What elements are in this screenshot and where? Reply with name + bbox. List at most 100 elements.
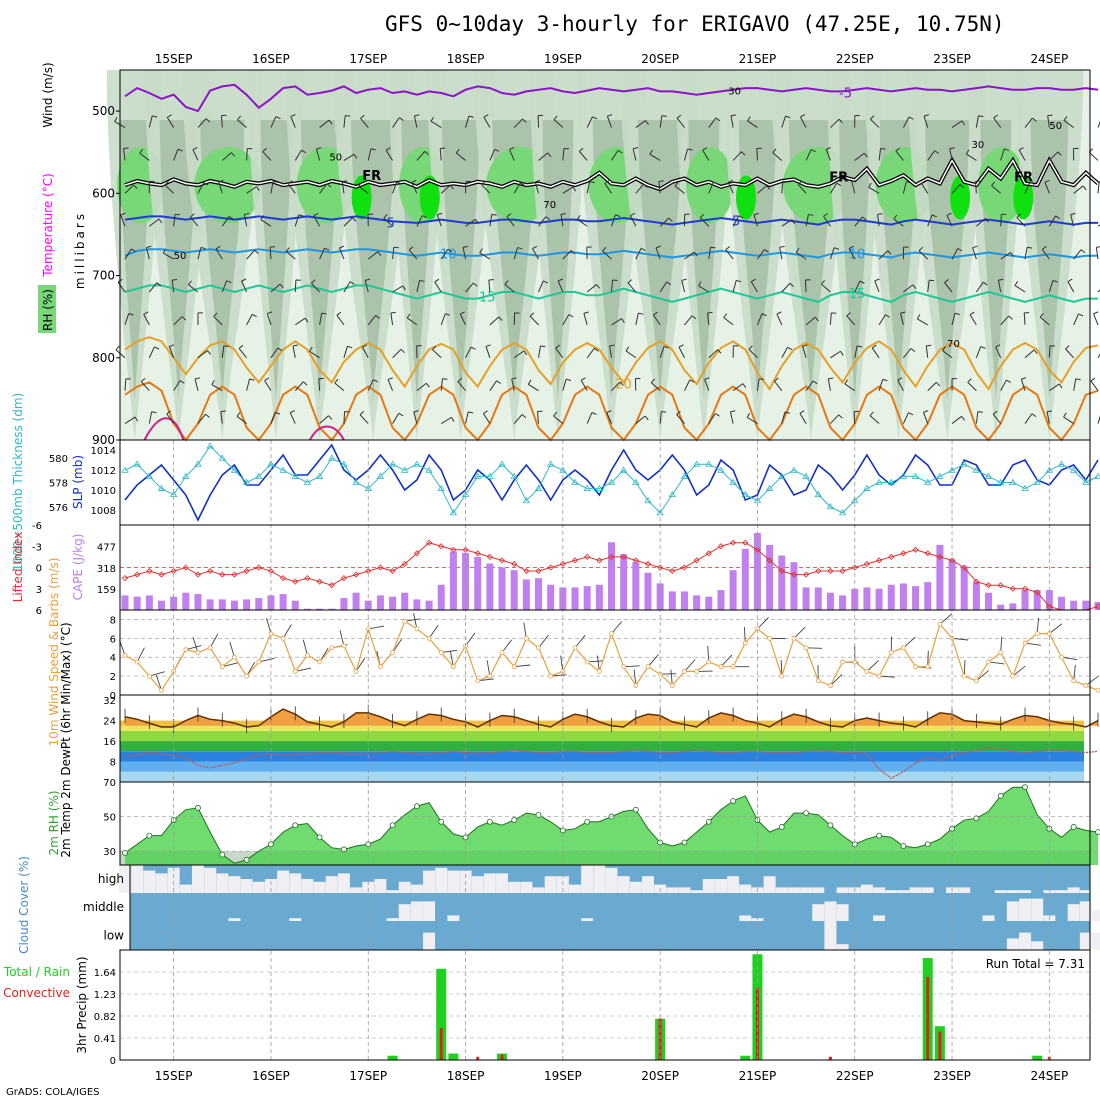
wind-barb xyxy=(465,282,474,293)
ylabel-temperature: Temperature (°C) xyxy=(41,173,55,278)
cape-bar xyxy=(364,600,372,610)
wind-barb-10m xyxy=(1000,636,1003,653)
wind-barb-flag xyxy=(236,412,241,417)
li-point xyxy=(280,575,287,582)
wind-barb xyxy=(580,380,588,391)
wind-barb xyxy=(799,413,807,424)
ylabel-rh: RH (%) xyxy=(41,289,55,331)
isotherm-label: 15 xyxy=(849,287,866,302)
wind-barb-flag xyxy=(223,345,229,347)
wind-barb xyxy=(343,281,351,293)
wind-barb xyxy=(440,313,446,326)
date-tick-bottom: 18SEP xyxy=(447,1069,485,1083)
wind-barb xyxy=(966,153,977,161)
wind-barb-flag xyxy=(275,116,281,120)
li-point xyxy=(669,567,676,575)
thickness-point xyxy=(425,466,433,473)
rh2m-point xyxy=(122,849,128,856)
thickness-point xyxy=(741,490,749,498)
wind-barb xyxy=(992,413,1002,424)
wind-barb xyxy=(264,380,272,391)
wind-barb-flag xyxy=(156,282,162,287)
wind-speed-point xyxy=(219,664,225,670)
wind-barb xyxy=(878,379,884,391)
wind-barb-flag xyxy=(328,415,333,420)
wind-barb-flag xyxy=(961,120,966,126)
precip-conv-bar xyxy=(476,1056,480,1060)
wind-speed-point xyxy=(694,668,700,674)
wind-barb xyxy=(392,247,395,260)
li-point xyxy=(353,571,360,578)
wind-barb xyxy=(436,214,442,227)
wind-barb-flag xyxy=(353,154,358,159)
wind-barb-flag xyxy=(362,344,368,348)
li-tick: -6 xyxy=(32,521,42,532)
wind-barb-10m xyxy=(428,624,439,639)
wind-barb-flag xyxy=(978,115,984,118)
cloud-level-label: high xyxy=(98,872,124,886)
wind-barb xyxy=(562,186,574,194)
wind-barb-10m xyxy=(1073,664,1076,681)
wind-speed-point xyxy=(341,643,347,649)
wind-barb-flag xyxy=(260,215,265,220)
cloud-high xyxy=(435,867,448,893)
wind-barb xyxy=(220,115,223,128)
wind-barb xyxy=(795,251,807,260)
temp-tick: 24 xyxy=(103,717,116,728)
wind-barb xyxy=(413,411,418,424)
wind-barb xyxy=(367,379,374,391)
rh-contour-label: 70 xyxy=(543,200,556,211)
slp-tick: 1010 xyxy=(91,486,116,497)
wind-barb xyxy=(702,149,710,161)
wind-tick: 8 xyxy=(110,615,116,626)
ylabel-precip: 3hr Precip (mm) xyxy=(75,956,89,1053)
cape-bar xyxy=(474,556,482,610)
cape-bar xyxy=(753,532,761,610)
wind-barb xyxy=(649,153,661,161)
wind-barb-flag xyxy=(309,346,313,352)
wind-barb-flag xyxy=(230,152,236,157)
cape-bar xyxy=(243,599,251,610)
wind-barb xyxy=(220,411,223,424)
wind-barb-flag xyxy=(167,114,172,118)
wind-barb xyxy=(606,116,612,128)
wind-barb xyxy=(727,182,734,194)
wind-barb xyxy=(246,148,248,161)
wind-barb xyxy=(213,316,223,326)
wind-barb xyxy=(260,219,272,227)
cloud-high xyxy=(496,873,509,893)
wind-barb xyxy=(168,346,175,358)
li-point xyxy=(912,546,919,553)
wind-speed-point xyxy=(815,678,821,684)
panel-frame-precip xyxy=(119,949,1091,1061)
cape-bar xyxy=(668,591,676,610)
wind-tick: 2 xyxy=(110,672,116,683)
wind-barb xyxy=(173,149,179,161)
li-point xyxy=(194,571,202,578)
wind-barb xyxy=(221,280,228,293)
wind-barb-flag xyxy=(710,246,716,249)
wind-barb-flag xyxy=(187,280,192,286)
wind-barb xyxy=(578,151,588,161)
wind-barb xyxy=(465,115,470,128)
wind-barb xyxy=(562,314,570,326)
thickness-point xyxy=(182,472,190,479)
li-point xyxy=(888,553,895,560)
thickness-point xyxy=(619,466,628,473)
wind-barb xyxy=(367,251,379,260)
cloud-high xyxy=(763,876,776,893)
wind-barb-flag xyxy=(1027,246,1033,249)
li-point xyxy=(644,560,652,568)
wind-barb-flag xyxy=(442,378,448,380)
wind-barb xyxy=(173,214,176,227)
date-tick-bottom: 15SEP xyxy=(155,1069,193,1083)
wind-barb-flag xyxy=(360,114,365,119)
wind-tick: 0 xyxy=(110,691,116,702)
cloud-high xyxy=(277,870,290,893)
wind-barb-flag xyxy=(279,283,284,289)
wind-barb-flag xyxy=(606,410,612,413)
date-tick-top: 20SEP xyxy=(641,52,679,66)
wind-barb xyxy=(779,247,783,260)
cloud-middle xyxy=(1092,909,1100,921)
wind-speed-point xyxy=(159,687,164,693)
